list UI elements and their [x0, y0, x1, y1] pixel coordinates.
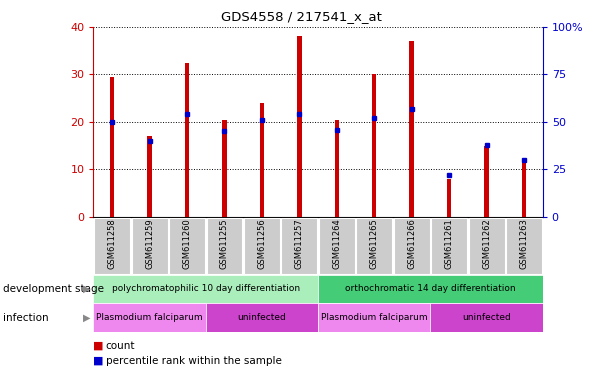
- Text: GSM611263: GSM611263: [519, 218, 528, 269]
- Text: Plasmodium falciparum: Plasmodium falciparum: [96, 313, 203, 322]
- Text: ▶: ▶: [83, 284, 90, 294]
- Bar: [335, 119, 339, 217]
- Text: orthochromatic 14 day differentiation: orthochromatic 14 day differentiation: [345, 285, 516, 293]
- Bar: [206, 303, 318, 332]
- Text: GSM611265: GSM611265: [370, 218, 379, 269]
- Text: infection: infection: [3, 313, 49, 323]
- Text: GSM611258: GSM611258: [108, 218, 117, 269]
- Text: Plasmodium falciparum: Plasmodium falciparum: [321, 313, 428, 322]
- Text: GSM611264: GSM611264: [332, 218, 341, 269]
- Bar: [372, 74, 376, 217]
- Bar: [394, 217, 430, 274]
- Text: GSM611259: GSM611259: [145, 218, 154, 269]
- Bar: [206, 217, 242, 274]
- Bar: [318, 303, 431, 332]
- Bar: [319, 217, 355, 274]
- Text: ■: ■: [93, 341, 104, 351]
- Text: GSM611260: GSM611260: [183, 218, 192, 269]
- Text: GSM611255: GSM611255: [220, 218, 229, 269]
- Bar: [244, 217, 280, 274]
- Bar: [147, 136, 152, 217]
- Bar: [94, 217, 130, 274]
- Bar: [223, 119, 227, 217]
- Bar: [110, 77, 115, 217]
- Bar: [169, 217, 205, 274]
- Text: GSM611262: GSM611262: [482, 218, 491, 269]
- Bar: [297, 36, 302, 217]
- Text: GDS4558 / 217541_x_at: GDS4558 / 217541_x_at: [221, 10, 382, 23]
- Bar: [131, 217, 168, 274]
- Bar: [185, 63, 189, 217]
- Bar: [409, 41, 414, 217]
- Text: GSM611256: GSM611256: [257, 218, 267, 269]
- Bar: [522, 160, 526, 217]
- Bar: [431, 303, 543, 332]
- Bar: [484, 146, 489, 217]
- Text: GSM611261: GSM611261: [444, 218, 453, 269]
- Bar: [469, 217, 505, 274]
- Bar: [93, 303, 206, 332]
- Bar: [356, 217, 392, 274]
- Bar: [282, 217, 317, 274]
- Text: uninfected: uninfected: [462, 313, 511, 322]
- Bar: [431, 217, 467, 274]
- Text: polychromatophilic 10 day differentiation: polychromatophilic 10 day differentiatio…: [112, 285, 300, 293]
- Text: GSM611257: GSM611257: [295, 218, 304, 269]
- Text: development stage: development stage: [3, 284, 104, 294]
- Text: count: count: [106, 341, 135, 351]
- Text: uninfected: uninfected: [238, 313, 286, 322]
- Bar: [447, 179, 452, 217]
- Bar: [93, 275, 318, 303]
- Text: ▶: ▶: [83, 313, 90, 323]
- Text: GSM611266: GSM611266: [407, 218, 416, 269]
- Bar: [318, 275, 543, 303]
- Text: ■: ■: [93, 356, 104, 366]
- Bar: [506, 217, 542, 274]
- Text: percentile rank within the sample: percentile rank within the sample: [106, 356, 282, 366]
- Bar: [260, 103, 264, 217]
